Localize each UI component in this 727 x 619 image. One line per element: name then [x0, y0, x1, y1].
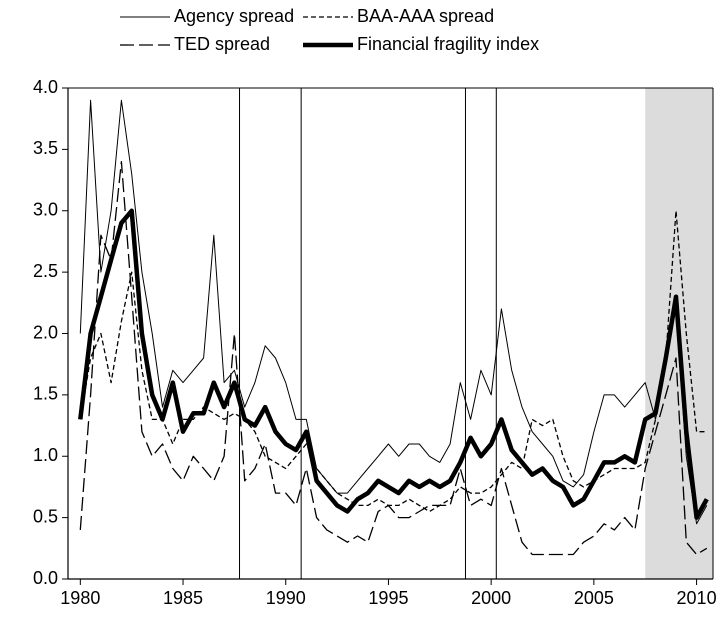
- y-tick-label: 0.0: [33, 568, 58, 588]
- x-tick-label: 2005: [574, 588, 614, 608]
- x-tick-label: 2010: [677, 588, 717, 608]
- legend-label: TED spread: [174, 34, 270, 54]
- y-tick-label: 1.0: [33, 445, 58, 465]
- legend-label: BAA-AAA spread: [357, 6, 494, 26]
- y-tick-label: 1.5: [33, 384, 58, 404]
- x-tick-label: 1995: [368, 588, 408, 608]
- y-tick-label: 2.5: [33, 261, 58, 281]
- y-tick-label: 2.0: [33, 322, 58, 342]
- x-tick-label: 2000: [471, 588, 511, 608]
- series-line: [78, 208, 709, 520]
- x-tick-label: 1980: [60, 588, 100, 608]
- legend-label: Agency spread: [174, 6, 294, 26]
- series-line: [79, 161, 708, 556]
- series-line: [79, 99, 708, 525]
- x-tick-label: 1985: [163, 588, 203, 608]
- y-tick-label: 3.0: [33, 200, 58, 220]
- legend-label: Financial fragility index: [357, 34, 539, 54]
- y-tick-label: 0.5: [33, 506, 58, 526]
- x-tick-label: 1990: [266, 588, 306, 608]
- y-tick-label: 4.0: [33, 77, 58, 97]
- series-line: [79, 210, 707, 513]
- y-tick-label: 3.5: [33, 138, 58, 158]
